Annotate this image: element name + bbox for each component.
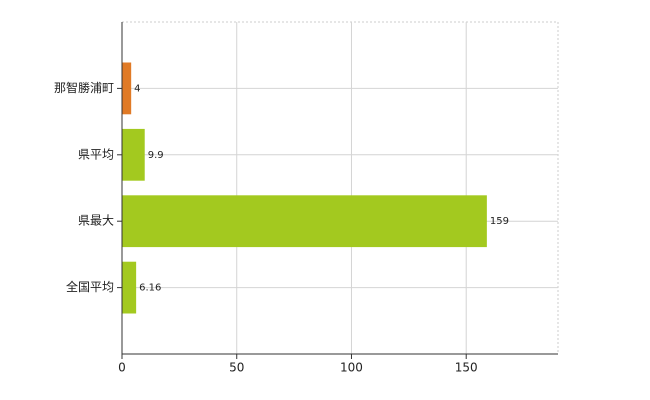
y-tick-label: 県平均 — [78, 147, 114, 161]
y-tick-label: 全国平均 — [66, 279, 114, 294]
y-tick-label: 県最大 — [78, 214, 114, 228]
value-label: 6.16 — [139, 283, 161, 294]
bar — [122, 128, 145, 181]
x-tick-label: 50 — [229, 361, 244, 375]
value-label: 4 — [134, 83, 140, 94]
bar — [122, 261, 137, 314]
x-tick-label: 150 — [455, 361, 478, 375]
y-tick-label: 那智勝浦町 — [54, 80, 114, 95]
x-tick-label: 100 — [340, 361, 363, 375]
x-tick-label: 0 — [118, 361, 126, 375]
value-label: 159 — [490, 216, 509, 227]
value-label: 9.9 — [148, 150, 164, 161]
bar — [122, 62, 132, 115]
bar — [122, 195, 487, 248]
